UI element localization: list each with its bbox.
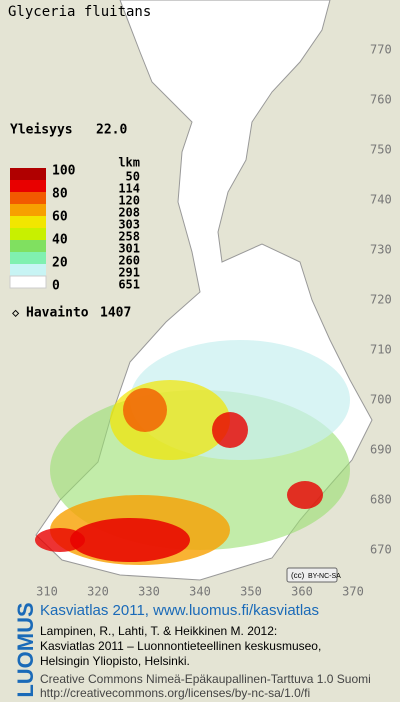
x-tick-label: 350 (240, 585, 262, 599)
legend-count: 260 (118, 254, 140, 268)
citation-line: Lampinen, R., Lahti, T. & Heikkinen M. 2… (40, 624, 277, 638)
legend-scale-label: 60 (52, 210, 68, 225)
legend-scale-label: 40 (52, 233, 68, 248)
legend-count: 120 (118, 194, 140, 208)
y-tick-label: 670 (370, 543, 392, 557)
legend-count: 50 (126, 170, 140, 184)
legend-count: 303 (118, 218, 140, 232)
density-zone (123, 388, 167, 432)
legend-scale-label: 20 (52, 256, 68, 271)
legend-swatch (10, 240, 46, 252)
legend: 100 80 60 40 20 0 5011412020830325830126029165… (9, 164, 140, 294)
legend-scale-label: 80 (52, 187, 68, 202)
observation-marker: ◇ (12, 306, 20, 320)
legend-count: 291 (118, 266, 140, 280)
y-tick-label: 770 (370, 43, 392, 57)
citation-line: Helsingin Yliopisto, Helsinki. (40, 654, 190, 668)
y-tick-label: 700 (370, 393, 392, 407)
legend-swatch (10, 204, 46, 216)
legend-count: 301 (118, 242, 140, 256)
x-tick-label: 320 (87, 585, 109, 599)
density-zone (70, 518, 190, 562)
y-axis: 770 760 750 740 730 720 710 700 690 680 670 (370, 43, 392, 557)
observation-label: Havainto (26, 306, 89, 321)
y-tick-label: 720 (370, 293, 392, 307)
frequency-label: Yleisyys (10, 123, 73, 138)
density-zone (287, 481, 323, 509)
license-line: http://creativecommons.org/licenses/by-n… (40, 686, 310, 700)
count-header: lkm (118, 156, 140, 170)
x-tick-label: 330 (138, 585, 160, 599)
observation-count: 1407 (100, 306, 131, 321)
citation-line: Kasviatlas 2011 – Luonnontieteellinen ke… (40, 639, 321, 653)
y-tick-label: 760 (370, 93, 392, 107)
cc-icon: (cc) (291, 571, 305, 580)
x-tick-label: 340 (189, 585, 211, 599)
y-tick-label: 680 (370, 493, 392, 507)
species-title: Glyceria fluitans (8, 4, 151, 20)
y-tick-label: 730 (370, 243, 392, 257)
legend-count: 114 (118, 182, 140, 196)
density-zone (35, 528, 85, 552)
legend-swatch (10, 252, 46, 264)
x-tick-label: 360 (291, 585, 313, 599)
x-axis: 310 320 330 340 350 360 370 (36, 585, 364, 599)
legend-count: 258 (118, 230, 140, 244)
density-zone (212, 412, 248, 448)
legend-swatch (10, 264, 46, 276)
map (35, 0, 373, 581)
y-tick-label: 710 (370, 343, 392, 357)
license-badge (286, 567, 338, 583)
y-tick-label: 750 (370, 143, 392, 157)
legend-scale-label: 100 (52, 164, 76, 179)
legend-swatch (10, 168, 46, 180)
y-tick-label: 690 (370, 443, 392, 457)
logo: LUOMUS (13, 602, 38, 697)
frequency-value: 22.0 (96, 123, 127, 138)
legend-swatch (10, 228, 46, 240)
legend-swatch (10, 216, 46, 228)
legend-swatch (10, 192, 46, 204)
footer-heading: Kasviatlas 2011, www.luomus.fi/kasviatla… (40, 602, 319, 619)
y-tick-label: 740 (370, 193, 392, 207)
legend-swatch (9, 275, 47, 289)
license-line: Creative Commons Nimeä-Epäkaupallinen-Ta… (40, 672, 371, 686)
license-badge-text: BY-NC-SA (308, 573, 341, 580)
x-tick-label: 370 (342, 585, 364, 599)
x-tick-label: 310 (36, 585, 58, 599)
legend-count: 651 (118, 278, 140, 292)
legend-scale-label: 0 (52, 279, 60, 294)
legend-swatch (10, 180, 46, 192)
legend-count: 208 (118, 206, 140, 220)
